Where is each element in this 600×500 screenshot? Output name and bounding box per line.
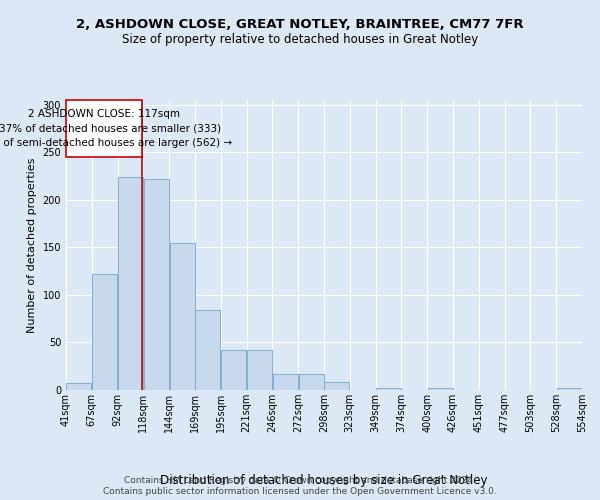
- Bar: [221, 350, 246, 390]
- Bar: [247, 350, 272, 390]
- Text: 2 ASHDOWN CLOSE: 117sqm
← 37% of detached houses are smaller (333)
62% of semi-d: 2 ASHDOWN CLOSE: 117sqm ← 37% of detache…: [0, 108, 232, 148]
- Bar: [144, 179, 169, 390]
- Bar: [170, 242, 194, 390]
- Text: Size of property relative to detached houses in Great Notley: Size of property relative to detached ho…: [122, 32, 478, 46]
- Text: Contains public sector information licensed under the Open Government Licence v3: Contains public sector information licen…: [103, 488, 497, 496]
- Bar: [376, 388, 401, 390]
- Text: Contains HM Land Registry data © Crown copyright and database right 2024.: Contains HM Land Registry data © Crown c…: [124, 476, 476, 485]
- Bar: [92, 274, 117, 390]
- Bar: [428, 388, 452, 390]
- FancyBboxPatch shape: [67, 100, 142, 157]
- Bar: [67, 384, 91, 390]
- Bar: [557, 388, 581, 390]
- Text: 2, ASHDOWN CLOSE, GREAT NOTLEY, BRAINTREE, CM77 7FR: 2, ASHDOWN CLOSE, GREAT NOTLEY, BRAINTRE…: [76, 18, 524, 30]
- Y-axis label: Number of detached properties: Number of detached properties: [27, 158, 37, 332]
- Bar: [196, 310, 220, 390]
- Bar: [325, 382, 349, 390]
- X-axis label: Distribution of detached houses by size in Great Notley: Distribution of detached houses by size …: [160, 474, 488, 487]
- Bar: [118, 177, 143, 390]
- Bar: [273, 374, 298, 390]
- Bar: [299, 374, 323, 390]
